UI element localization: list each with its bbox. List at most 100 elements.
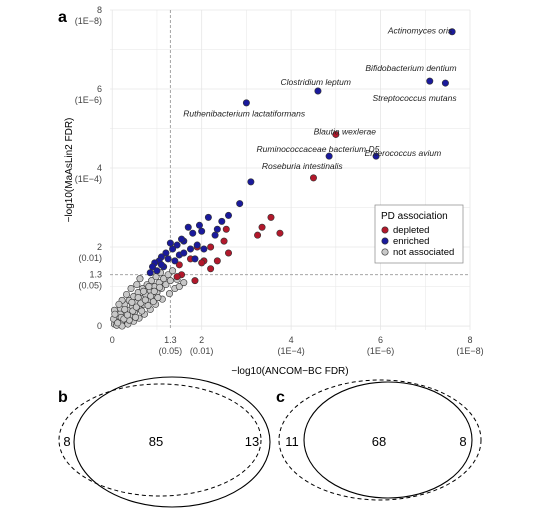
data-point-depleted: [254, 231, 262, 239]
legend-swatch: [381, 226, 389, 234]
data-point-not-associated: [145, 283, 153, 291]
data-point-not-associated: [154, 294, 162, 302]
y-tick-sublabel: (0.01): [78, 253, 102, 263]
data-point-depleted: [213, 257, 221, 265]
data-point-depleted: [191, 277, 199, 285]
data-point-enriched: [166, 239, 174, 247]
data-point-enriched: [164, 255, 172, 263]
data-point-not-associated: [128, 298, 136, 306]
data-point-enriched: [218, 217, 226, 225]
x-tick-sublabel: (1E−6): [367, 346, 394, 356]
legend-entry-label: not associated: [393, 247, 454, 258]
venn-diagram-c: 11 68 8: [278, 379, 482, 501]
x-tick-sublabel: (0.05): [159, 346, 183, 356]
data-point-depleted: [225, 249, 233, 257]
point-annotation: Ruminococcaceae bacterium D5: [257, 144, 380, 154]
x-axis-ticks: 0 1.3(0.05) 2(0.01) 4(1E−4) 6(1E−6) 8(1E−8): [110, 335, 484, 356]
point-annotation: Ruthenibacterium lactatiformans: [183, 109, 306, 119]
data-point-depleted: [220, 237, 228, 245]
data-point-not-associated: [150, 287, 158, 295]
data-point-not-associated: [138, 307, 146, 315]
y-tick-sublabel: (1E−4): [75, 174, 102, 184]
y-tick-label: 0: [97, 321, 102, 331]
y-tick-label: 1.3: [89, 270, 102, 280]
data-point-enriched: [242, 99, 250, 107]
data-point-not-associated: [164, 271, 172, 279]
data-point-not-associated: [141, 296, 149, 304]
x-tick-label: 6: [378, 335, 383, 345]
data-point-depleted: [207, 243, 215, 251]
point-annotation: Bifidobacterium dentium: [365, 63, 456, 73]
data-point-not-associated: [144, 302, 152, 310]
data-point-enriched: [325, 152, 333, 160]
x-tick-sublabel: (0.01): [190, 346, 214, 356]
data-point-not-associated: [165, 290, 173, 298]
y-tick-label: 6: [97, 84, 102, 94]
data-point-not-associated: [111, 310, 119, 318]
legend-entry-label: enriched: [393, 236, 429, 247]
data-point-enriched: [178, 235, 186, 243]
point-annotation: Roseburia intestinalis: [262, 161, 344, 171]
legend-title: PD association: [381, 211, 448, 222]
data-point-enriched: [191, 255, 199, 263]
x-tick-sublabel: (1E−4): [277, 346, 304, 356]
venn-diagram-b: 8 85 13: [58, 376, 271, 508]
data-point-not-associated: [114, 319, 122, 327]
data-point-enriched: [200, 245, 208, 253]
data-point-not-associated: [121, 305, 129, 313]
data-point-enriched: [153, 267, 161, 275]
data-point-enriched: [204, 213, 212, 221]
x-tick-sublabel: (1E−8): [456, 346, 483, 356]
data-point-not-associated: [160, 275, 168, 283]
data-point-enriched: [225, 211, 233, 219]
data-point-enriched: [157, 261, 165, 269]
data-point-not-associated: [166, 277, 174, 285]
x-tick-label: 8: [467, 335, 472, 345]
data-point-enriched: [162, 249, 170, 257]
data-point-depleted: [276, 229, 284, 237]
data-point-not-associated: [156, 283, 164, 291]
data-point-not-associated: [123, 290, 131, 298]
x-tick-label: 4: [289, 335, 294, 345]
data-point-depleted: [267, 213, 275, 221]
data-point-depleted: [173, 273, 181, 281]
data-point-enriched: [171, 257, 179, 265]
venn-b-solid-ellipse: [73, 376, 271, 508]
data-point-depleted: [222, 225, 230, 233]
venn-b-dashed-ellipse: [58, 383, 262, 497]
legend-swatch: [381, 237, 389, 245]
venn-c-dashed-ellipse: [278, 379, 482, 501]
data-point-enriched: [146, 269, 154, 277]
data-point-not-associated: [175, 283, 183, 291]
data-point-not-associated: [169, 267, 177, 275]
data-point-enriched: [441, 79, 449, 87]
data-point-enriched: [372, 152, 380, 160]
y-tick-sublabel: (1E−6): [75, 95, 102, 105]
venn-b-left-count: 8: [63, 434, 70, 449]
x-tick-label: 0: [110, 335, 115, 345]
data-point-not-associated: [127, 285, 135, 293]
data-point-enriched: [195, 221, 203, 229]
y-tick-sublabel: (0.05): [78, 281, 102, 291]
data-point-not-associated: [136, 275, 144, 283]
data-point-enriched: [148, 263, 156, 271]
data-point-enriched: [173, 241, 181, 249]
data-point-not-associated: [140, 287, 148, 295]
data-point-depleted: [207, 265, 215, 273]
y-axis-ticks: 0 1.3(0.05) 2(0.01) 4(1E−4) 6(1E−6) 8(1E−8): [75, 5, 102, 331]
data-point-enriched: [186, 245, 194, 253]
panel-label-a: a: [58, 9, 67, 26]
legend-swatch: [381, 248, 389, 256]
data-point-depleted: [198, 259, 206, 267]
data-point-not-associated: [148, 277, 156, 285]
data-points: [110, 28, 456, 330]
legend-box: [374, 204, 464, 264]
data-point-depleted: [332, 130, 340, 138]
data-point-not-associated: [162, 281, 170, 289]
x-tick-label: 2: [199, 335, 204, 345]
point-annotation: Streptococcus mutans: [372, 93, 457, 103]
data-point-enriched: [193, 241, 201, 249]
point-annotation: Clostridium leptum: [281, 77, 351, 87]
panel-label-c: c: [276, 389, 285, 406]
data-point-enriched: [169, 245, 177, 253]
